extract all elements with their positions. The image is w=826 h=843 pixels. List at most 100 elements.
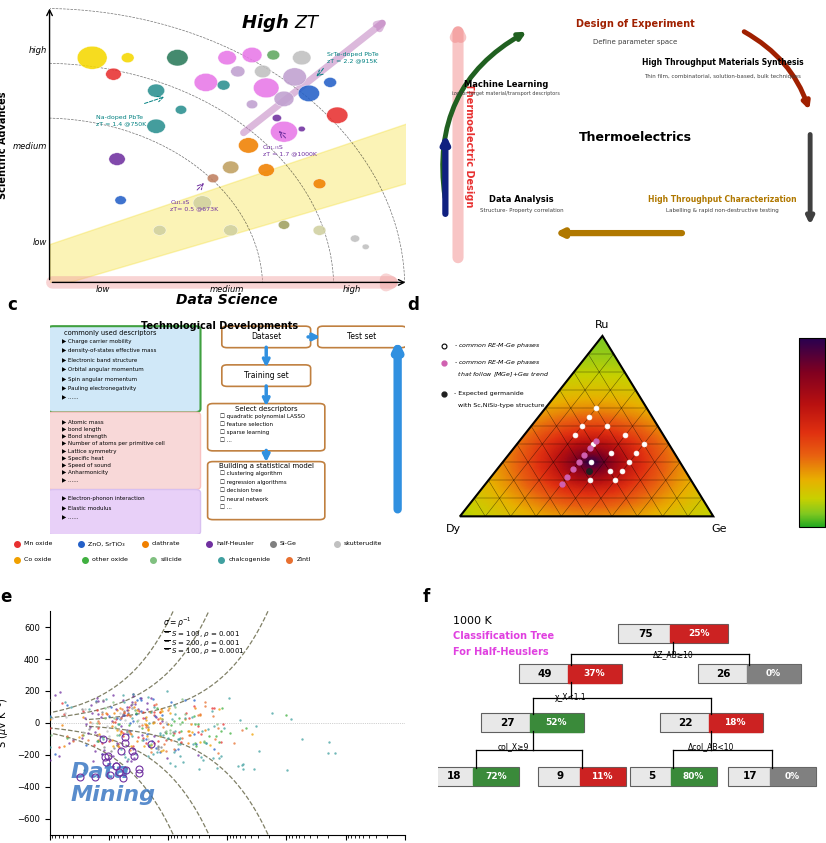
Point bbox=[121, 725, 134, 738]
Point bbox=[198, 695, 211, 709]
Point bbox=[187, 738, 200, 751]
Text: 9: 9 bbox=[557, 771, 564, 781]
Text: Data
Mining: Data Mining bbox=[71, 762, 156, 805]
Point bbox=[134, 691, 147, 705]
Point bbox=[136, 733, 150, 747]
Point bbox=[169, 707, 182, 721]
Point bbox=[247, 762, 260, 776]
Point bbox=[121, 724, 134, 738]
Point bbox=[200, 736, 213, 749]
Text: ▶ Pauling electronegativity: ▶ Pauling electronegativity bbox=[62, 386, 136, 391]
Point bbox=[122, 718, 135, 732]
Text: Structure- Property correlation: Structure- Property correlation bbox=[480, 208, 563, 213]
Text: 80%: 80% bbox=[683, 772, 704, 781]
Text: ize for target material/transport descriptors: ize for target material/transport descri… bbox=[453, 91, 560, 95]
Point bbox=[205, 704, 218, 717]
Point bbox=[124, 743, 137, 756]
Point bbox=[147, 737, 160, 750]
Point bbox=[106, 714, 119, 728]
Point bbox=[150, 697, 163, 711]
Text: ▶ bond length: ▶ bond length bbox=[62, 427, 101, 432]
Point bbox=[140, 729, 154, 743]
Text: Mn oxide: Mn oxide bbox=[24, 541, 52, 546]
Point bbox=[215, 724, 228, 738]
Point bbox=[43, 712, 56, 726]
Point bbox=[91, 695, 104, 708]
Point bbox=[202, 722, 215, 736]
Point bbox=[173, 717, 187, 731]
Point bbox=[95, 711, 108, 724]
Point bbox=[154, 706, 167, 719]
Point bbox=[92, 715, 105, 728]
Point bbox=[121, 708, 134, 722]
Point bbox=[93, 717, 106, 730]
Point bbox=[156, 712, 169, 726]
Point bbox=[123, 725, 136, 738]
Point bbox=[212, 752, 225, 765]
Point bbox=[109, 702, 122, 716]
Text: half-Heusler: half-Heusler bbox=[216, 541, 254, 546]
Point bbox=[206, 701, 219, 715]
Point bbox=[195, 749, 208, 763]
Point bbox=[116, 709, 129, 722]
Point bbox=[193, 735, 206, 749]
Point bbox=[88, 744, 102, 758]
Point bbox=[131, 702, 145, 716]
Point bbox=[126, 729, 139, 743]
Point bbox=[107, 741, 121, 754]
Circle shape bbox=[109, 153, 126, 165]
Point bbox=[235, 723, 248, 737]
Point bbox=[197, 735, 211, 749]
Circle shape bbox=[274, 91, 294, 106]
Circle shape bbox=[224, 225, 238, 236]
Point bbox=[150, 701, 164, 715]
Point bbox=[152, 712, 165, 726]
Point bbox=[164, 727, 177, 740]
Text: with Sc,NiSi₂-type structure: with Sc,NiSi₂-type structure bbox=[453, 402, 544, 407]
Point bbox=[121, 706, 135, 720]
Text: 17: 17 bbox=[743, 771, 757, 781]
Point bbox=[96, 706, 109, 719]
Point bbox=[215, 749, 228, 763]
FancyBboxPatch shape bbox=[729, 767, 816, 786]
Point bbox=[168, 726, 181, 739]
Point bbox=[194, 728, 207, 741]
Point bbox=[54, 685, 67, 698]
Point bbox=[102, 709, 116, 722]
Text: that follow [$M$Ge]+Ge₂ trend: that follow [$M$Ge]+Ge₂ trend bbox=[453, 370, 549, 379]
Point bbox=[125, 701, 138, 715]
Point bbox=[169, 760, 182, 773]
Text: Classification Tree: Classification Tree bbox=[453, 631, 554, 642]
Point bbox=[92, 722, 105, 735]
Point bbox=[107, 706, 121, 720]
Point bbox=[132, 704, 145, 717]
Point bbox=[96, 747, 109, 760]
Circle shape bbox=[283, 68, 306, 86]
Circle shape bbox=[298, 85, 320, 101]
Point bbox=[113, 727, 126, 740]
Point bbox=[161, 732, 174, 745]
Point bbox=[117, 704, 131, 717]
Point bbox=[173, 738, 187, 751]
Point bbox=[112, 740, 126, 754]
Text: Labelling & rapid non-destructive testing: Labelling & rapid non-destructive testin… bbox=[667, 208, 779, 213]
Text: other oxide: other oxide bbox=[93, 557, 128, 562]
Point bbox=[131, 703, 144, 717]
Point bbox=[178, 711, 192, 724]
Point bbox=[150, 710, 163, 723]
Point bbox=[159, 744, 173, 757]
Text: Data Science: Data Science bbox=[176, 293, 278, 308]
Point bbox=[72, 730, 85, 744]
FancyBboxPatch shape bbox=[539, 767, 626, 786]
Point bbox=[295, 733, 308, 746]
Point bbox=[140, 718, 153, 732]
Point bbox=[140, 737, 153, 750]
FancyBboxPatch shape bbox=[709, 714, 762, 732]
Text: 37%: 37% bbox=[584, 669, 605, 679]
Point bbox=[129, 695, 142, 708]
Circle shape bbox=[362, 244, 369, 250]
Point bbox=[159, 733, 173, 746]
Point bbox=[172, 738, 185, 751]
Point bbox=[216, 701, 229, 715]
Point bbox=[82, 702, 95, 716]
